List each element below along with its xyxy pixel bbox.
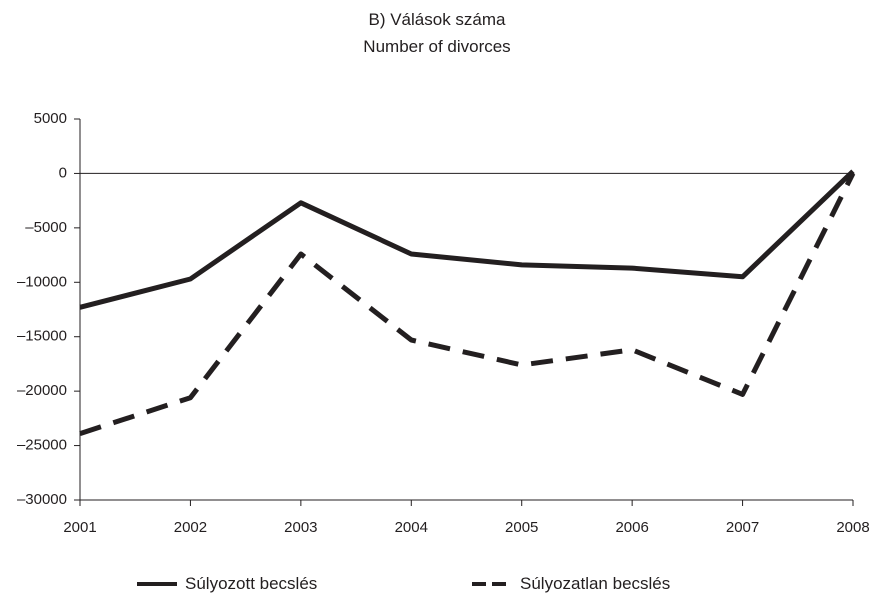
y-tick-label: –5000	[25, 219, 67, 236]
series-line-weighted	[79, 169, 855, 310]
data-point	[300, 253, 301, 254]
series-line-unweighted	[79, 172, 856, 436]
series-layer	[79, 169, 856, 436]
data-point	[853, 173, 854, 174]
x-tick-label: 2004	[395, 519, 428, 536]
data-point	[80, 307, 81, 308]
data-point	[190, 397, 191, 398]
data-point	[190, 279, 191, 280]
data-point	[742, 276, 743, 277]
x-tick-label: 2006	[615, 519, 648, 536]
legend-label-weighted: Súlyozott becslés	[185, 574, 318, 593]
data-point	[411, 253, 412, 254]
y-tick-label: –20000	[17, 382, 67, 399]
legend-swatch-solid	[137, 582, 177, 586]
x-tick-label: 2005	[505, 519, 538, 536]
y-tick-label: –30000	[17, 491, 67, 508]
y-tick-label: –25000	[17, 437, 67, 454]
axes: 5000 0 –5000 –10000 –15000 –20000 –25000 –30000…	[17, 110, 870, 536]
data-point	[300, 202, 301, 203]
data-point	[521, 264, 522, 265]
x-tick-label: 2002	[174, 519, 207, 536]
data-point	[853, 171, 854, 172]
legend-label-unweighted: Súlyozatlan becslés	[520, 574, 671, 593]
data-point	[80, 433, 81, 434]
data-point	[632, 268, 633, 269]
chart-title-block: B) Válások száma Number of divorces	[0, 6, 874, 60]
data-point	[632, 349, 633, 350]
legend-item-weighted: Súlyozott becslés	[137, 574, 317, 594]
chart-subtitle: Number of divorces	[363, 37, 511, 56]
x-tick-label: 2007	[726, 519, 759, 536]
chart-legend: Súlyozott becslés Súlyozatlan becslés	[0, 574, 874, 600]
y-tick-label: –10000	[17, 273, 67, 290]
legend-swatch-dashed	[472, 582, 512, 586]
y-tick-label: 0	[59, 164, 67, 181]
chart-title: B) Válások száma	[368, 10, 506, 29]
x-tick-label: 2003	[284, 519, 317, 536]
legend-item-unweighted: Súlyozatlan becslés	[472, 574, 670, 594]
data-point	[742, 394, 743, 395]
x-tick-label: 2008	[836, 519, 869, 536]
data-point	[521, 365, 522, 366]
line-chart: 5000 0 –5000 –10000 –15000 –20000 –25000 –30000…	[17, 110, 870, 536]
data-point	[411, 339, 412, 340]
x-tick-label: 2001	[63, 519, 96, 536]
y-tick-label: 5000	[34, 110, 67, 127]
y-tick-label: –15000	[17, 328, 67, 345]
